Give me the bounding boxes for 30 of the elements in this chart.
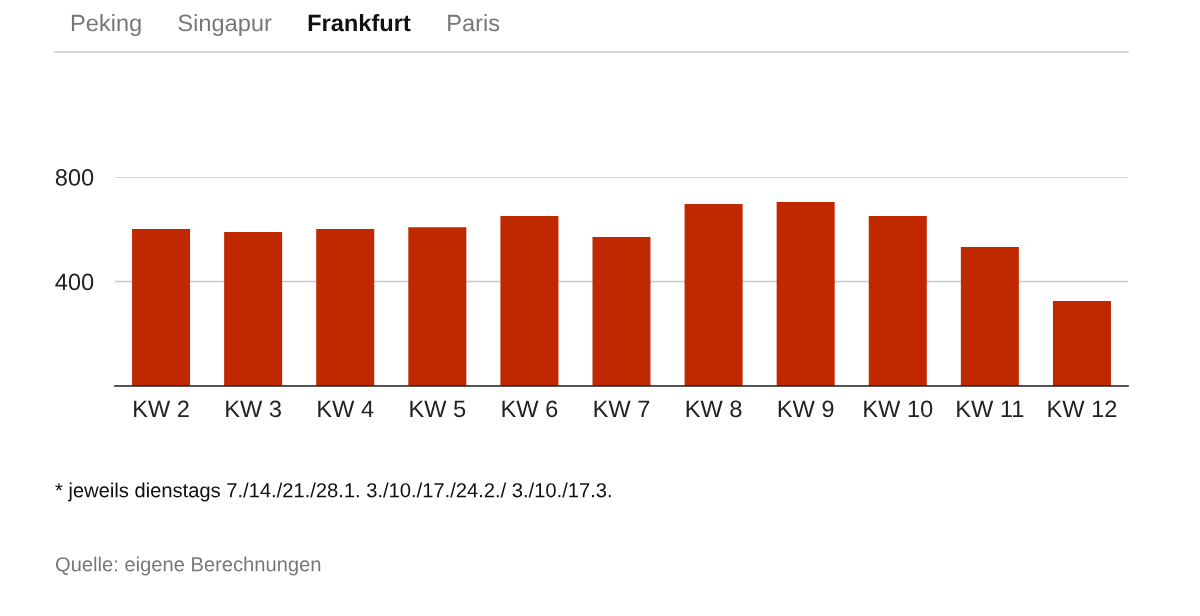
bar	[408, 227, 467, 386]
bar	[224, 232, 283, 386]
text: Peking	[71, 14, 141, 36]
text: Paris	[448, 14, 500, 32]
chart-title: Frankfurt	[308, 14, 411, 32]
x-tick-label: KW 11	[957, 400, 1024, 417]
x-tick-label: KW 5	[410, 400, 466, 418]
bar	[684, 203, 743, 386]
x-tick-label: KW 4	[318, 400, 374, 417]
bar	[316, 228, 375, 386]
x-tick-label: KW 6	[502, 400, 558, 418]
text: Singapur	[178, 14, 272, 36]
x-tick-label: KW 10	[864, 400, 933, 418]
source-note: Quelle: eigene Berechnungen	[55, 556, 321, 576]
x-tick-label: KW 7	[594, 400, 650, 417]
bar	[960, 247, 1019, 386]
bar	[868, 215, 927, 386]
y-tick-label: 800	[55, 169, 94, 186]
bar	[500, 215, 559, 386]
bar	[776, 202, 835, 386]
bar	[1052, 301, 1111, 386]
text: * jeweils dienstags 7./14./21./28.1. 3./10./17./24.2./ 3./10./17.3.	[55, 482, 611, 502]
y-tick-label: 400	[55, 273, 94, 291]
x-tick-label: KW 2	[134, 400, 189, 417]
x-tick-label: KW 3	[226, 400, 281, 418]
x-tick-label: KW 8	[686, 400, 742, 418]
bar	[132, 228, 191, 386]
bar	[592, 237, 651, 386]
x-tick-label: KW 9	[778, 400, 834, 418]
x-tick-label: KW 12	[1048, 400, 1117, 417]
